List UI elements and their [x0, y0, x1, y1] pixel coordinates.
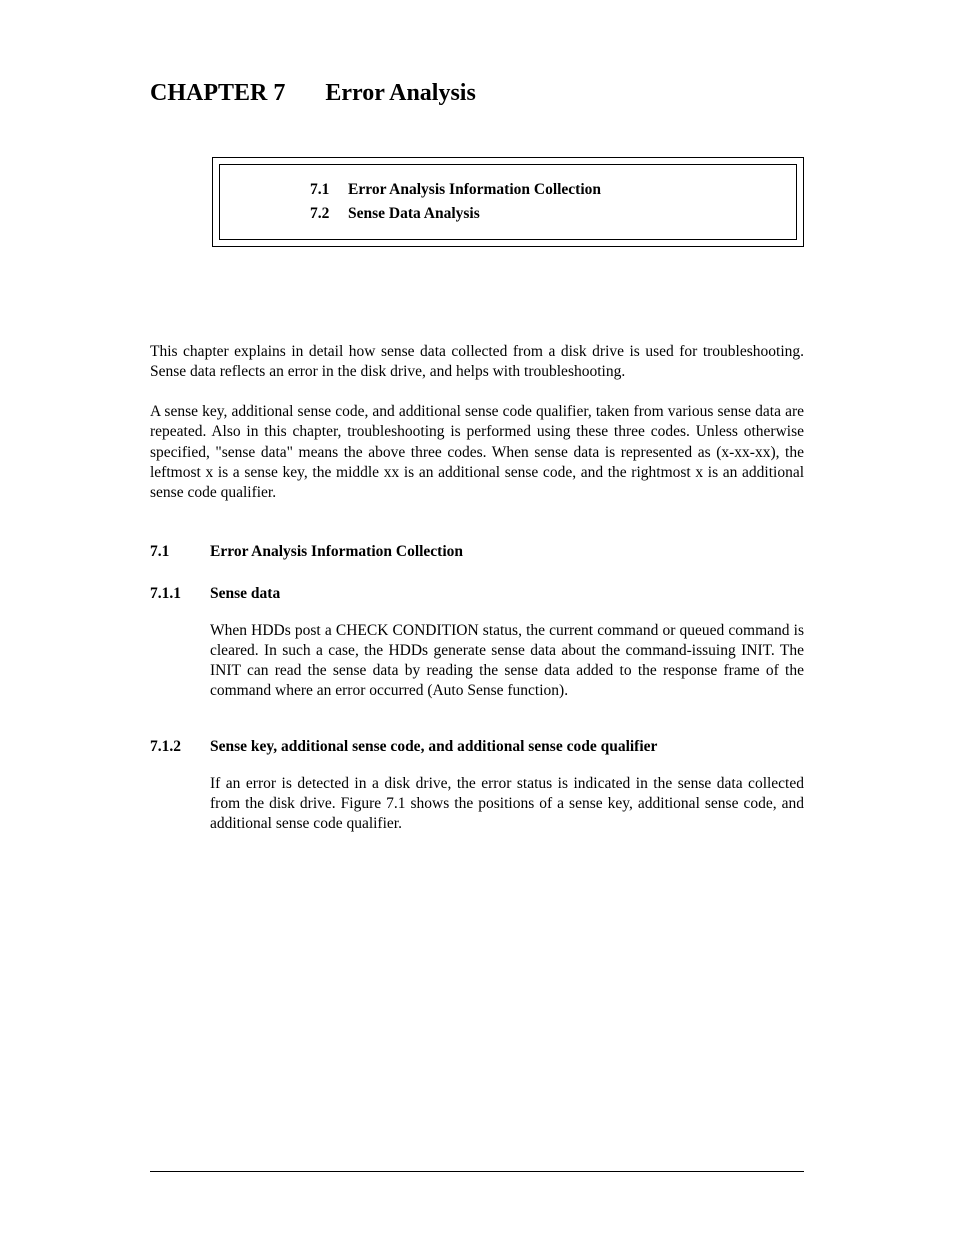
subsection-body-712: If an error is detected in a disk drive,… — [210, 774, 804, 834]
subsection-heading-711: 7.1.1Sense data — [150, 585, 804, 603]
chapter-number: CHAPTER 7 — [150, 80, 285, 106]
footer-rule — [150, 1171, 804, 1172]
toc-item-title: Error Analysis Information Collection — [348, 181, 601, 198]
subsection-num: 7.1.1 — [150, 585, 210, 603]
toc-item-title: Sense Data Analysis — [348, 205, 480, 222]
toc-inner-box: 7.1Error Analysis Information Collection… — [219, 164, 797, 240]
intro-paragraph-2: A sense key, additional sense code, and … — [150, 402, 804, 503]
section-num: 7.1 — [150, 543, 210, 561]
toc-item-num: 7.2 — [310, 205, 348, 223]
subsection-title: Sense data — [210, 585, 280, 602]
chapter-title-text: Error Analysis — [325, 80, 475, 106]
toc-box: 7.1Error Analysis Information Collection… — [212, 157, 804, 247]
section-title: Error Analysis Information Collection — [210, 543, 463, 560]
section-heading-71: 7.1Error Analysis Information Collection — [150, 543, 804, 561]
toc-item: 7.1Error Analysis Information Collection — [310, 181, 796, 199]
intro-paragraph-1: This chapter explains in detail how sens… — [150, 342, 804, 382]
subsection-title: Sense key, additional sense code, and ad… — [210, 738, 657, 755]
subsection-num: 7.1.2 — [150, 738, 210, 756]
toc-item: 7.2Sense Data Analysis — [310, 205, 796, 223]
subsection-body-711: When HDDs post a CHECK CONDITION status,… — [210, 621, 804, 702]
chapter-title: CHAPTER 7 Error Analysis — [150, 80, 804, 107]
subsection-heading-712: 7.1.2Sense key, additional sense code, a… — [150, 738, 804, 756]
toc-item-num: 7.1 — [310, 181, 348, 199]
